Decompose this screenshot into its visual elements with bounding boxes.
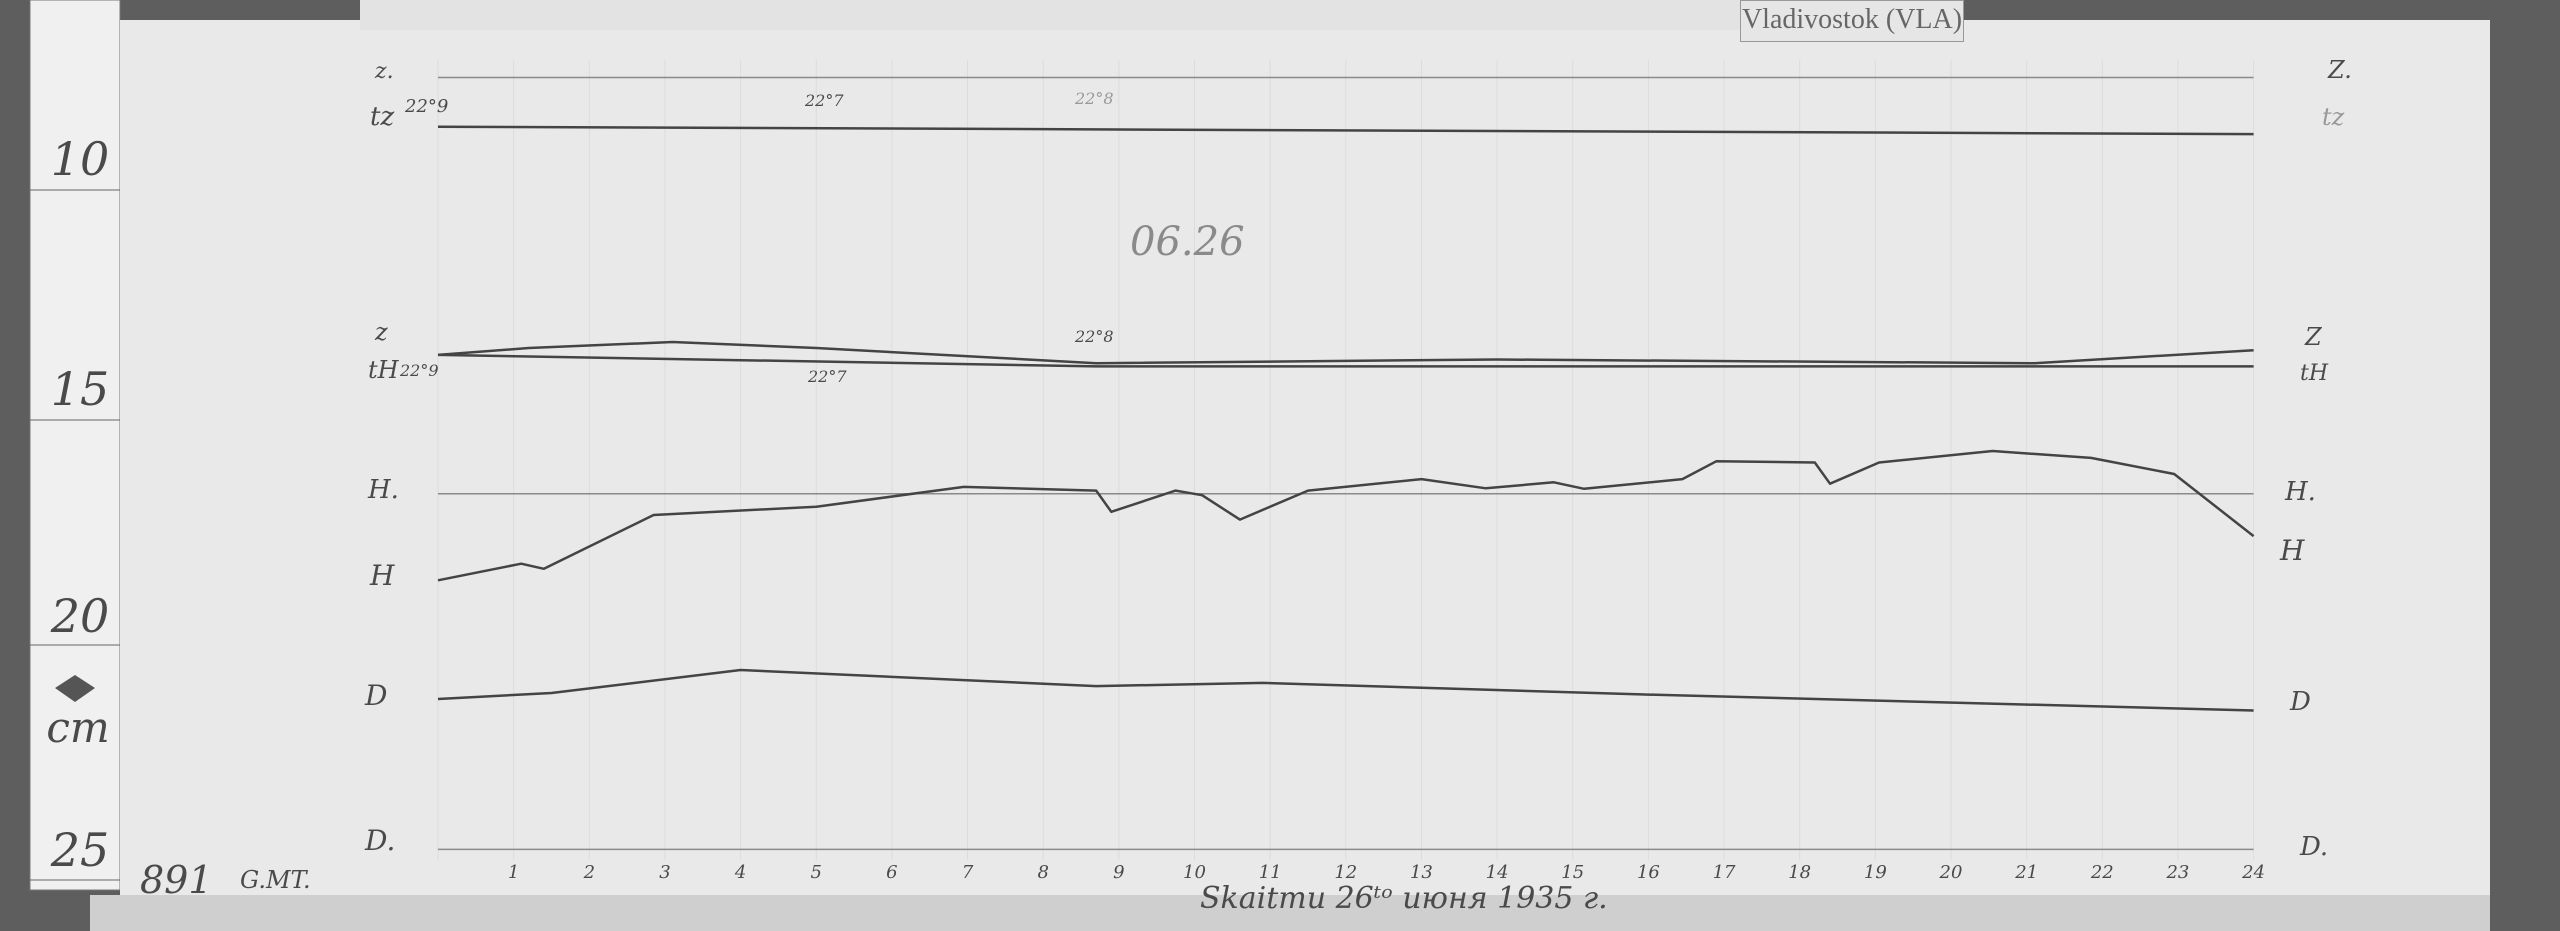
label-z-left: z [374,318,388,346]
label-tz-left: tz [370,102,394,132]
hour-tick-label: 7 [962,862,974,883]
ruler-label-10: 10 [51,132,110,186]
hour-tick-label: 3 [659,862,670,883]
hour-tick-label: 18 [1788,862,1811,883]
hour-tick-label: 6 [886,862,897,883]
hour-tick-label: 1 [508,862,519,883]
label-tz-value: 22°9 [404,96,448,117]
label-h-right: H [2279,534,2305,567]
trace-th [437,353,2254,368]
hour-tick-label: 20 [1939,862,1963,883]
hour-tick-label: 24 [2241,862,2265,883]
hour-tick-label: 13 [1410,862,1433,883]
hour-tick-label: 5 [811,862,822,883]
paper-top-strip [360,0,1960,30]
annotation-tz-center: 22°8 [1074,89,1114,108]
hour-tick-label: 17 [1713,862,1736,883]
paper-sheet [120,20,2490,898]
hour-tick-label: 22 [2090,862,2114,883]
hour-tick-label: 12 [1334,862,1357,883]
hour-tick-label: 19 [1864,862,1887,883]
sheet-number: 891 [140,858,213,902]
ruler-label-20: 20 [50,589,110,643]
hour-tick-label: 21 [2014,862,2038,883]
label-d-left: D [364,679,387,712]
label-d0-left: D. [364,824,395,857]
annotation-th-mid: 22°7 [807,367,847,386]
trace-tz [437,125,2254,136]
label-z-right: Z [2304,323,2323,351]
trace-z [437,340,2254,365]
date-caption: Skaitmu 26ᵗᵒ июня 1935 г. [1200,881,1608,916]
hour-tick-label: 23 [2165,862,2189,883]
hour-tick-label: 10 [1183,862,1206,883]
hour-tick-label: 2 [583,862,595,883]
hour-tick-label: 4 [734,862,746,883]
hour-tick-label: 11 [1259,862,1282,883]
trace-h [437,449,2255,582]
ruler [29,0,121,891]
annotation-z-center: 22°8 [1074,327,1114,346]
ruler-label-25: 25 [50,823,110,877]
label-th-right: tH [2300,361,2329,386]
hour-tick-label: 15 [1561,862,1584,883]
label-z0-right: Z. [2327,56,2352,84]
label-d-right: D [2289,687,2311,717]
bottom-strip [90,895,2490,931]
label-h0-right: H. [2284,477,2316,507]
label-h0-left: H. [367,475,399,505]
hour-tick-label: 16 [1637,862,1660,883]
ruler-label-15: 15 [51,362,110,416]
station-tag: Vladivostok (VLA) [1740,0,1964,42]
hour-tick-label: 14 [1486,862,1509,883]
hour-tick-label: 9 [1113,862,1124,883]
pencil-note: 06.26 [1130,219,1245,265]
hour-tick-label: 8 [1037,862,1048,883]
label-th-left: tH [368,356,400,384]
label-tz-right: tz [2322,103,2345,131]
label-th-value: 22°9 [399,361,439,380]
time-reference: G.MT. [240,866,311,894]
ruler-emblem-icon [55,675,95,702]
trace-d [437,668,2254,712]
annotation-tz-mid: 22°7 [804,91,844,110]
ruler-unit: cm [46,703,109,752]
label-h-left: H [369,559,395,592]
label-d0-right: D. [2299,832,2328,862]
label-z0-left: z. [374,59,394,84]
